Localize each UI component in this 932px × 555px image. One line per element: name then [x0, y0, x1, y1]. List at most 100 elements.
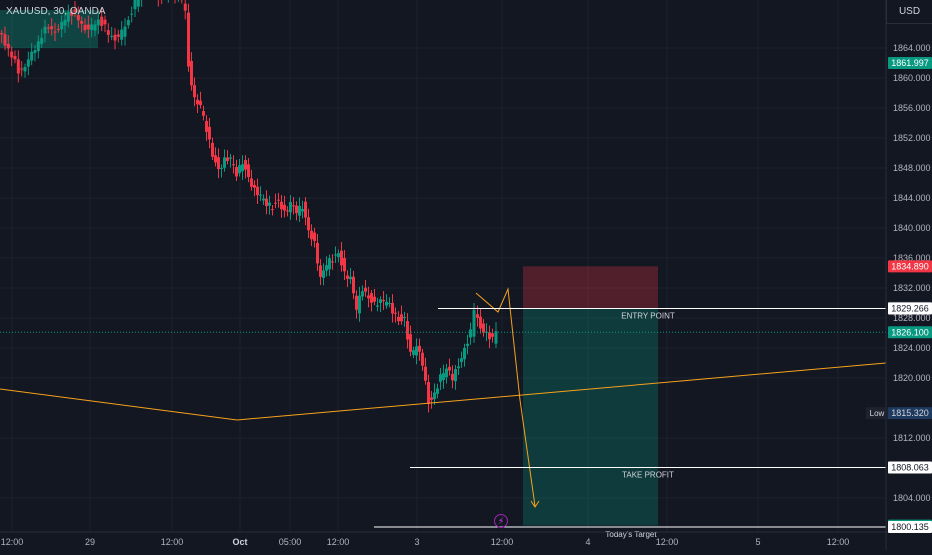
currency-button[interactable]: USD	[886, 0, 932, 24]
candle-body	[20, 69, 23, 70]
candle-body	[84, 25, 87, 30]
candle-body	[10, 52, 13, 58]
lightning-icon[interactable]: ⚡	[494, 514, 508, 528]
price-tick-label: 1820.000	[893, 373, 931, 383]
price-tick-label: 1852.000	[893, 133, 931, 143]
price-tick-label: 1812.000	[893, 433, 931, 443]
candle-body	[137, 0, 140, 7]
candle-body	[184, 4, 187, 11]
candle-body	[283, 205, 286, 211]
candle-body	[355, 296, 358, 310]
candle-body	[430, 397, 433, 399]
candle-body	[367, 295, 370, 298]
candle-body	[196, 100, 199, 105]
time-tick-label: 12:00	[491, 537, 514, 547]
candle-body	[328, 258, 331, 269]
candle-body	[244, 160, 247, 169]
candle-body	[87, 25, 90, 30]
candle-body	[445, 369, 448, 378]
candle-body	[57, 29, 60, 30]
candle-body	[114, 35, 117, 41]
candle-body	[298, 206, 301, 216]
candle-body	[232, 164, 235, 165]
candle-body	[385, 302, 388, 306]
candle-body	[286, 210, 289, 211]
time-tick-label: 12:00	[327, 537, 350, 547]
candle-body	[241, 164, 244, 171]
price-tick-label: 1844.000	[893, 193, 931, 203]
candle-body	[127, 20, 130, 25]
candle-body	[47, 28, 50, 29]
candle-body	[262, 199, 265, 201]
candle-body	[265, 199, 268, 206]
candle-body	[226, 158, 229, 161]
candle-body	[292, 205, 295, 206]
time-tick-label: 12:00	[827, 537, 850, 547]
candle-body	[268, 203, 271, 206]
candle-body	[479, 317, 482, 329]
price-tick-label: 1864.000	[893, 43, 931, 53]
candle-body	[482, 324, 485, 333]
candle-body	[379, 299, 382, 303]
candle-body	[44, 27, 47, 34]
price-label-text: 1808.063	[891, 463, 929, 473]
candle-body	[488, 332, 491, 339]
time-tick-label: 3	[414, 537, 419, 547]
price-tick-label: 1860.000	[893, 73, 931, 83]
candle-body	[421, 353, 424, 366]
candle-body	[14, 56, 17, 59]
time-tick-label: 12:00	[656, 537, 679, 547]
candle-body	[491, 333, 494, 337]
candle-body	[307, 217, 310, 230]
candle-body	[427, 382, 430, 404]
candle-body	[90, 24, 93, 30]
candle-body	[400, 314, 403, 321]
candle-body	[476, 314, 479, 318]
candle-body	[110, 36, 113, 37]
candle-body	[346, 275, 349, 278]
candle-body	[415, 346, 418, 355]
price-label-text: 1800.135	[891, 522, 929, 532]
candle-body	[64, 20, 67, 26]
candle-body	[364, 288, 367, 292]
candle-body	[358, 296, 361, 314]
candle-body	[223, 157, 226, 167]
candle-body	[388, 303, 391, 304]
candle-body	[391, 303, 394, 313]
time-tick-label: 4	[585, 537, 590, 547]
candle-body	[211, 143, 214, 157]
candle-body	[325, 265, 328, 270]
candle-body	[316, 243, 319, 264]
candle-body	[220, 168, 223, 169]
candle-body	[313, 233, 316, 241]
candle-body	[451, 374, 454, 381]
candle-body	[442, 373, 445, 380]
price-tick-label: 1840.000	[893, 223, 931, 233]
candle-body	[433, 393, 436, 400]
price-label-text: 1834.890	[891, 261, 929, 271]
candle-body	[205, 121, 208, 132]
candle-body	[334, 255, 337, 256]
candle-body	[214, 155, 217, 162]
candle-body	[190, 61, 193, 85]
price-label-text: 1826.100	[891, 327, 929, 337]
candle-body	[373, 297, 376, 302]
candle-body	[370, 293, 373, 303]
candle-body	[280, 202, 283, 210]
candle-body	[301, 209, 304, 211]
candle-body	[34, 50, 37, 53]
candle-body	[310, 231, 313, 240]
candle-body	[134, 0, 137, 9]
stop-loss-zone	[523, 266, 658, 308]
candle-body	[104, 20, 107, 25]
candle-body	[295, 206, 298, 214]
candle-body	[117, 34, 120, 36]
level-label: ENTRY POINT	[621, 312, 675, 321]
candle-body	[199, 101, 202, 105]
symbol-title[interactable]: XAUUSD, 30, OANDA	[6, 6, 105, 17]
price-label-text: 1861.997	[891, 58, 929, 68]
time-tick-label: 5	[755, 537, 760, 547]
candle-body	[271, 209, 274, 210]
